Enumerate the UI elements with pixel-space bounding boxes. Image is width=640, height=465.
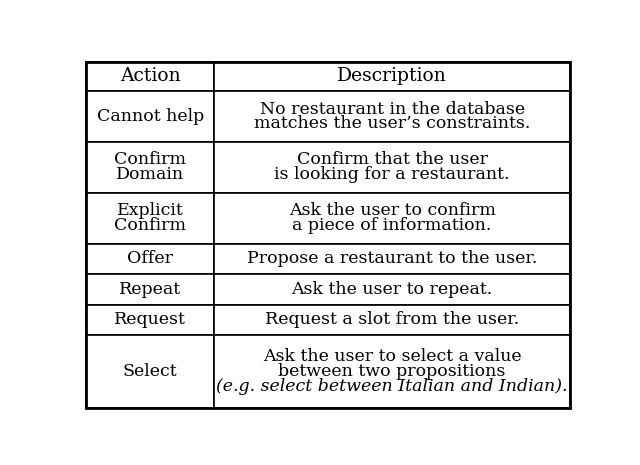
Bar [214, 335, 570, 408]
Bar [214, 305, 570, 335]
Bar [86, 91, 214, 142]
Text: Confirm: Confirm [115, 217, 186, 234]
Bar [86, 244, 214, 274]
Text: Ask the user to repeat.: Ask the user to repeat. [291, 281, 493, 298]
Text: Cannot help: Cannot help [97, 108, 204, 125]
Bar [86, 142, 214, 193]
Text: matches the user’s constraints.: matches the user’s constraints. [254, 115, 531, 132]
Text: Confirm that the user: Confirm that the user [296, 152, 488, 168]
Text: Request: Request [115, 311, 186, 328]
Bar [86, 335, 214, 408]
Text: Explicit: Explicit [117, 202, 184, 219]
Text: Confirm: Confirm [115, 152, 186, 168]
Bar [214, 244, 570, 274]
Text: Ask the user to select a value: Ask the user to select a value [263, 348, 522, 365]
Text: is looking for a restaurant.: is looking for a restaurant. [275, 166, 510, 183]
Text: a piece of information.: a piece of information. [292, 217, 492, 234]
Text: Propose a restaurant to the user.: Propose a restaurant to the user. [247, 250, 537, 267]
Bar [214, 274, 570, 305]
Bar [214, 193, 570, 244]
Text: between two propositions: between two propositions [278, 363, 506, 380]
Bar [214, 142, 570, 193]
Text: Ask the user to confirm: Ask the user to confirm [289, 202, 495, 219]
Text: No restaurant in the database: No restaurant in the database [259, 100, 525, 118]
Text: Description: Description [337, 67, 447, 86]
Bar [86, 62, 214, 91]
Text: (e.g. select between Italian and Indian).: (e.g. select between Italian and Indian)… [216, 378, 568, 394]
Bar [214, 62, 570, 91]
Bar [86, 305, 214, 335]
Text: Domain: Domain [116, 166, 184, 183]
Text: Action: Action [120, 67, 180, 86]
Text: Offer: Offer [127, 250, 173, 267]
Bar [86, 274, 214, 305]
Bar [86, 193, 214, 244]
Text: Request a slot from the user.: Request a slot from the user. [265, 311, 519, 328]
Text: Select: Select [123, 363, 177, 380]
Text: Repeat: Repeat [119, 281, 181, 298]
Bar [214, 91, 570, 142]
